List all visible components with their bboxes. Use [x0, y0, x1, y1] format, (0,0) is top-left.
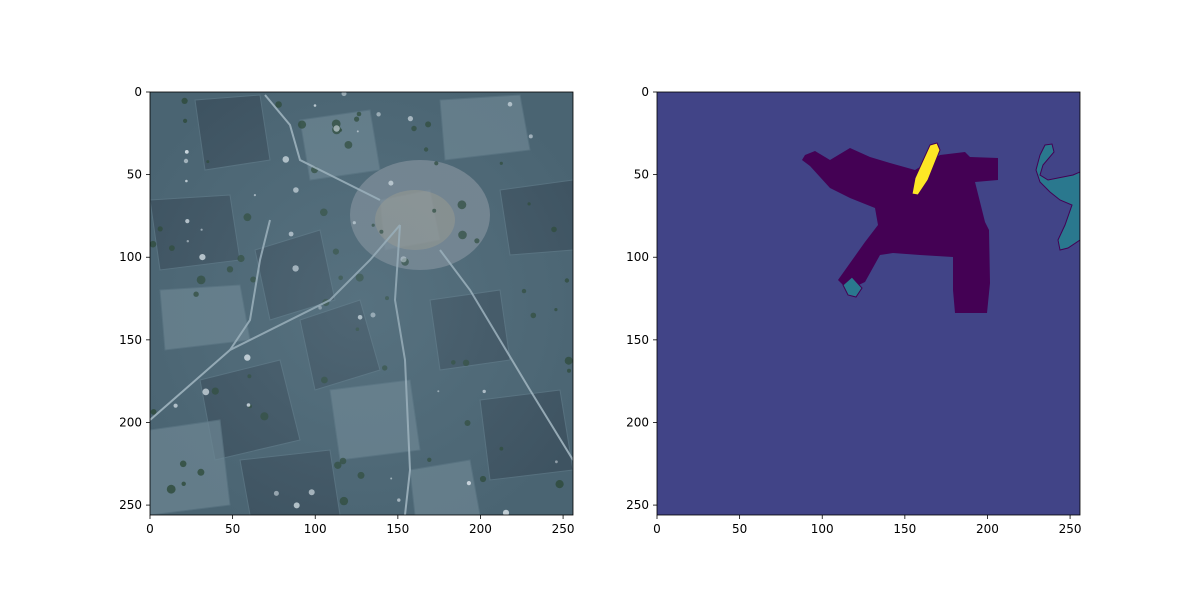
x-tick-label: 100 — [304, 522, 327, 536]
mask-region-teal — [1035, 143, 1080, 251]
x-tick-label: 0 — [146, 522, 154, 536]
x-tick-label: 100 — [811, 522, 834, 536]
x-tick-label: 250 — [552, 522, 575, 536]
y-tick-label: 100 — [626, 250, 649, 264]
left-axis-ticks: 0 50 100 150 200 250 0 50 100 150 200 250 — [119, 85, 574, 536]
x-tick-label: 150 — [386, 522, 409, 536]
mask-region-teal — [842, 276, 863, 298]
satellite-image — [150, 92, 573, 515]
x-tick-label: 0 — [653, 522, 661, 536]
mask-background-class — [657, 92, 1080, 515]
y-tick-label: 50 — [127, 168, 142, 182]
mask-region-yellow — [911, 142, 941, 196]
y-tick-label: 150 — [119, 333, 142, 347]
x-tick-label: 250 — [1059, 522, 1082, 536]
y-tick-label: 250 — [626, 498, 649, 512]
mask-region-dark — [802, 148, 998, 313]
satellite-image-panel: 0 50 100 150 200 250 0 50 100 150 200 250 — [119, 85, 574, 536]
x-tick-label: 200 — [469, 522, 492, 536]
y-tick-label: 100 — [119, 250, 142, 264]
y-tick-label: 200 — [119, 415, 142, 429]
x-tick-label: 50 — [225, 522, 240, 536]
x-tick-label: 50 — [732, 522, 747, 536]
right-axes-frame — [656, 91, 1081, 516]
y-tick-label: 150 — [626, 333, 649, 347]
x-tick-label: 150 — [893, 522, 916, 536]
y-tick-label: 50 — [634, 168, 649, 182]
left-axes-frame — [149, 91, 574, 516]
segmentation-mask — [657, 92, 1080, 515]
right-axis-ticks: 0 50 100 150 200 250 0 50 100 150 200 250 — [626, 85, 1081, 536]
x-tick-label: 200 — [976, 522, 999, 536]
y-tick-label: 200 — [626, 415, 649, 429]
y-tick-label: 250 — [119, 498, 142, 512]
y-tick-label: 0 — [641, 85, 649, 99]
segmentation-mask-panel: 0 50 100 150 200 250 0 50 100 150 200 250 — [626, 85, 1081, 536]
y-tick-label: 0 — [134, 85, 142, 99]
haze — [150, 92, 573, 515]
